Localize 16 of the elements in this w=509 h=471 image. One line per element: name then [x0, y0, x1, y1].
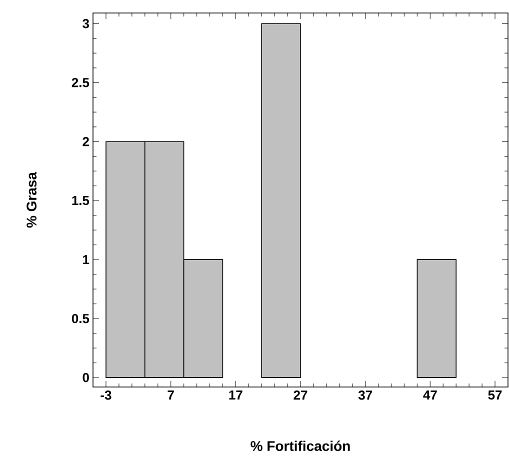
y-tick-label: 0 — [82, 372, 89, 382]
x-tick-label: 7 — [168, 390, 174, 400]
y-tick-label: 1 — [83, 255, 90, 264]
y-tick-label: 2.5 — [72, 78, 90, 88]
x-tick-label: 37 — [358, 390, 372, 400]
y-tick-label: 1.5 — [72, 196, 90, 206]
y-axis-title: % Grasa — [26, 172, 37, 228]
x-tick-label: -3 — [100, 390, 112, 400]
x-tick-label: 17 — [229, 390, 242, 400]
x-tick-label: 47 — [423, 390, 437, 400]
x-tick-label: 57 — [488, 390, 502, 400]
y-tick-label: 3 — [82, 19, 89, 28]
x-axis-title: % Fortificación — [250, 440, 350, 452]
y-tick-label: 0.5 — [72, 314, 90, 324]
x-tick-label: 27 — [294, 390, 308, 400]
y-tick-label: 2 — [82, 137, 89, 146]
